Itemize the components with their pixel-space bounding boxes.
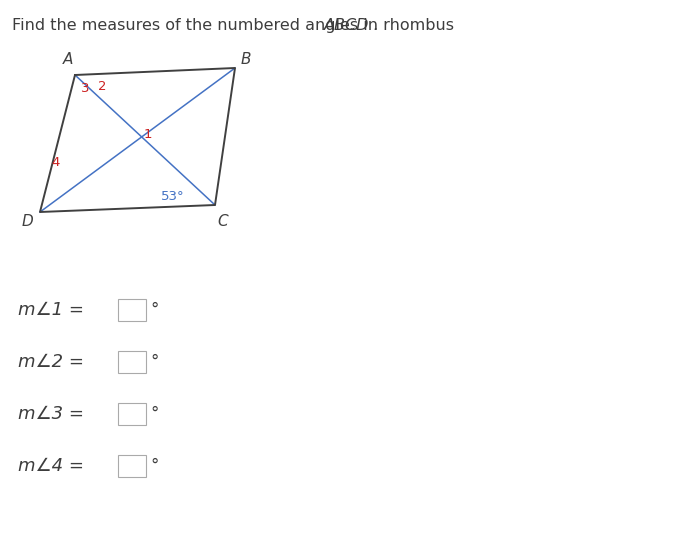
Text: ABCD .: ABCD . [324, 18, 379, 33]
Bar [118, 403, 146, 425]
Text: m∠2 =: m∠2 = [18, 353, 90, 371]
Text: 53°: 53° [161, 190, 185, 202]
Text: °: ° [150, 301, 158, 319]
Text: 1: 1 [144, 129, 153, 142]
Text: m∠1 =: m∠1 = [18, 301, 90, 319]
Bar [118, 299, 146, 321]
Text: °: ° [150, 353, 158, 371]
Text: 4: 4 [52, 156, 60, 169]
Text: 3: 3 [80, 82, 90, 95]
Text: B: B [241, 52, 251, 67]
Text: D: D [21, 215, 33, 230]
Text: m∠4 =: m∠4 = [18, 457, 90, 475]
Text: C: C [218, 215, 228, 230]
Text: °: ° [150, 457, 158, 475]
Bar [118, 351, 146, 373]
Text: 2: 2 [98, 80, 106, 92]
Text: A: A [63, 52, 74, 67]
Bar [118, 455, 146, 477]
Text: °: ° [150, 405, 158, 423]
Text: Find the measures of the numbered angles in rhombus: Find the measures of the numbered angles… [12, 18, 459, 33]
Text: m∠3 =: m∠3 = [18, 405, 90, 423]
